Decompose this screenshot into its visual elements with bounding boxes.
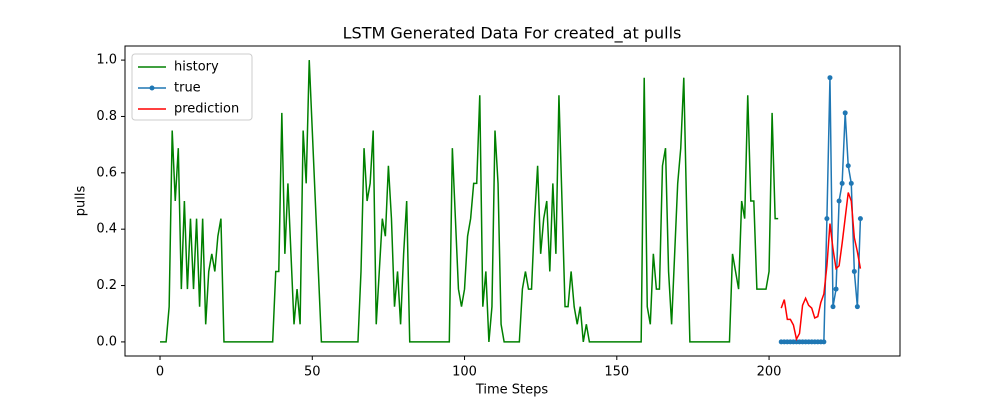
y-tick-label: 0.6 xyxy=(96,165,117,180)
data-point xyxy=(842,110,848,116)
legend-label: true xyxy=(174,81,201,96)
data-point xyxy=(824,216,830,222)
data-point xyxy=(851,268,857,274)
data-point xyxy=(836,198,842,204)
y-axis-label: pulls xyxy=(74,186,89,217)
series-line xyxy=(160,60,779,343)
chart-title: LSTM Generated Data For created_at pulls xyxy=(343,24,682,44)
data-point xyxy=(854,304,860,310)
data-point xyxy=(857,216,863,222)
x-tick-label: 50 xyxy=(304,365,321,380)
data-point xyxy=(830,304,836,310)
y-tick-label: 0.0 xyxy=(96,334,117,349)
data-point xyxy=(833,286,839,292)
legend-box xyxy=(131,53,253,121)
data-point xyxy=(827,75,833,81)
plot-frame xyxy=(124,45,901,357)
y-tick-label: 1.0 xyxy=(96,53,117,68)
y-tick-label: 0.4 xyxy=(96,222,117,237)
data-point xyxy=(848,180,854,186)
x-tick-label: 0 xyxy=(156,365,164,380)
x-axis-label: Time Steps xyxy=(475,383,549,398)
legend-marker xyxy=(149,85,155,91)
data-point xyxy=(845,163,851,169)
data-point xyxy=(839,180,845,186)
legend-label: prediction xyxy=(174,102,239,117)
x-tick-label: 150 xyxy=(604,365,629,380)
y-tick-label: 0.2 xyxy=(96,278,117,293)
x-tick-label: 100 xyxy=(452,365,477,380)
x-tick-label: 200 xyxy=(757,365,782,380)
y-tick-label: 0.8 xyxy=(96,109,117,124)
legend-label: history xyxy=(174,60,219,75)
data-point xyxy=(821,339,827,345)
series-line xyxy=(780,192,862,342)
